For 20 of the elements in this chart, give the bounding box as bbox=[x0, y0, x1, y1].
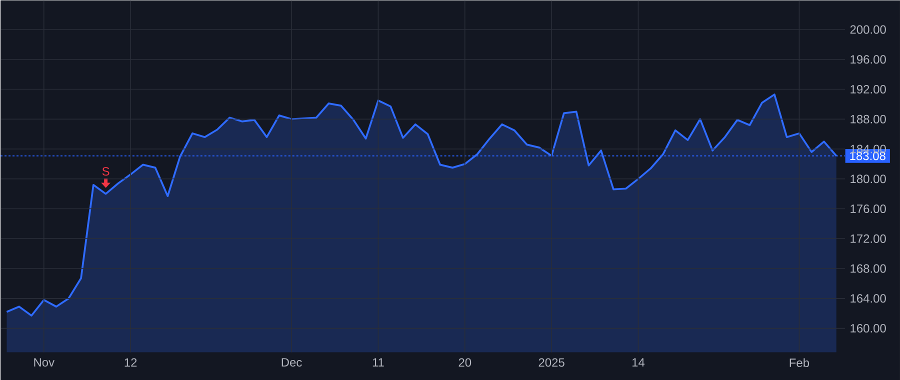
y-tick-label: 200.00 bbox=[850, 25, 886, 34]
x-tick-label: Feb bbox=[790, 358, 810, 367]
annotation: S bbox=[102, 167, 110, 176]
y-tick-label: 168.00 bbox=[850, 264, 886, 273]
y-tick-label: 172.00 bbox=[850, 234, 886, 243]
y-tick-label: 188.00 bbox=[850, 114, 886, 124]
ref-line-label: 183.08 bbox=[850, 152, 886, 160]
x-tick-label: 14 bbox=[632, 358, 645, 366]
y-tick-label: 176.00 bbox=[850, 204, 886, 213]
y-tick-label: 192.00 bbox=[850, 84, 886, 94]
y-tick-label: 160.00 bbox=[850, 324, 886, 332]
x-tick-label: Nov bbox=[34, 358, 54, 367]
x-tick-label: 20 bbox=[458, 358, 472, 367]
x-tick-label: Dec bbox=[282, 358, 302, 367]
y-tick-label: 196.00 bbox=[850, 55, 886, 64]
x-tick-label: 11 bbox=[372, 358, 384, 366]
y-tick-label: 180.00 bbox=[850, 174, 886, 184]
x-tick-label: 12 bbox=[124, 358, 137, 367]
y-tick-label: 164.00 bbox=[850, 294, 886, 303]
x-tick-label: 2025 bbox=[538, 358, 564, 367]
